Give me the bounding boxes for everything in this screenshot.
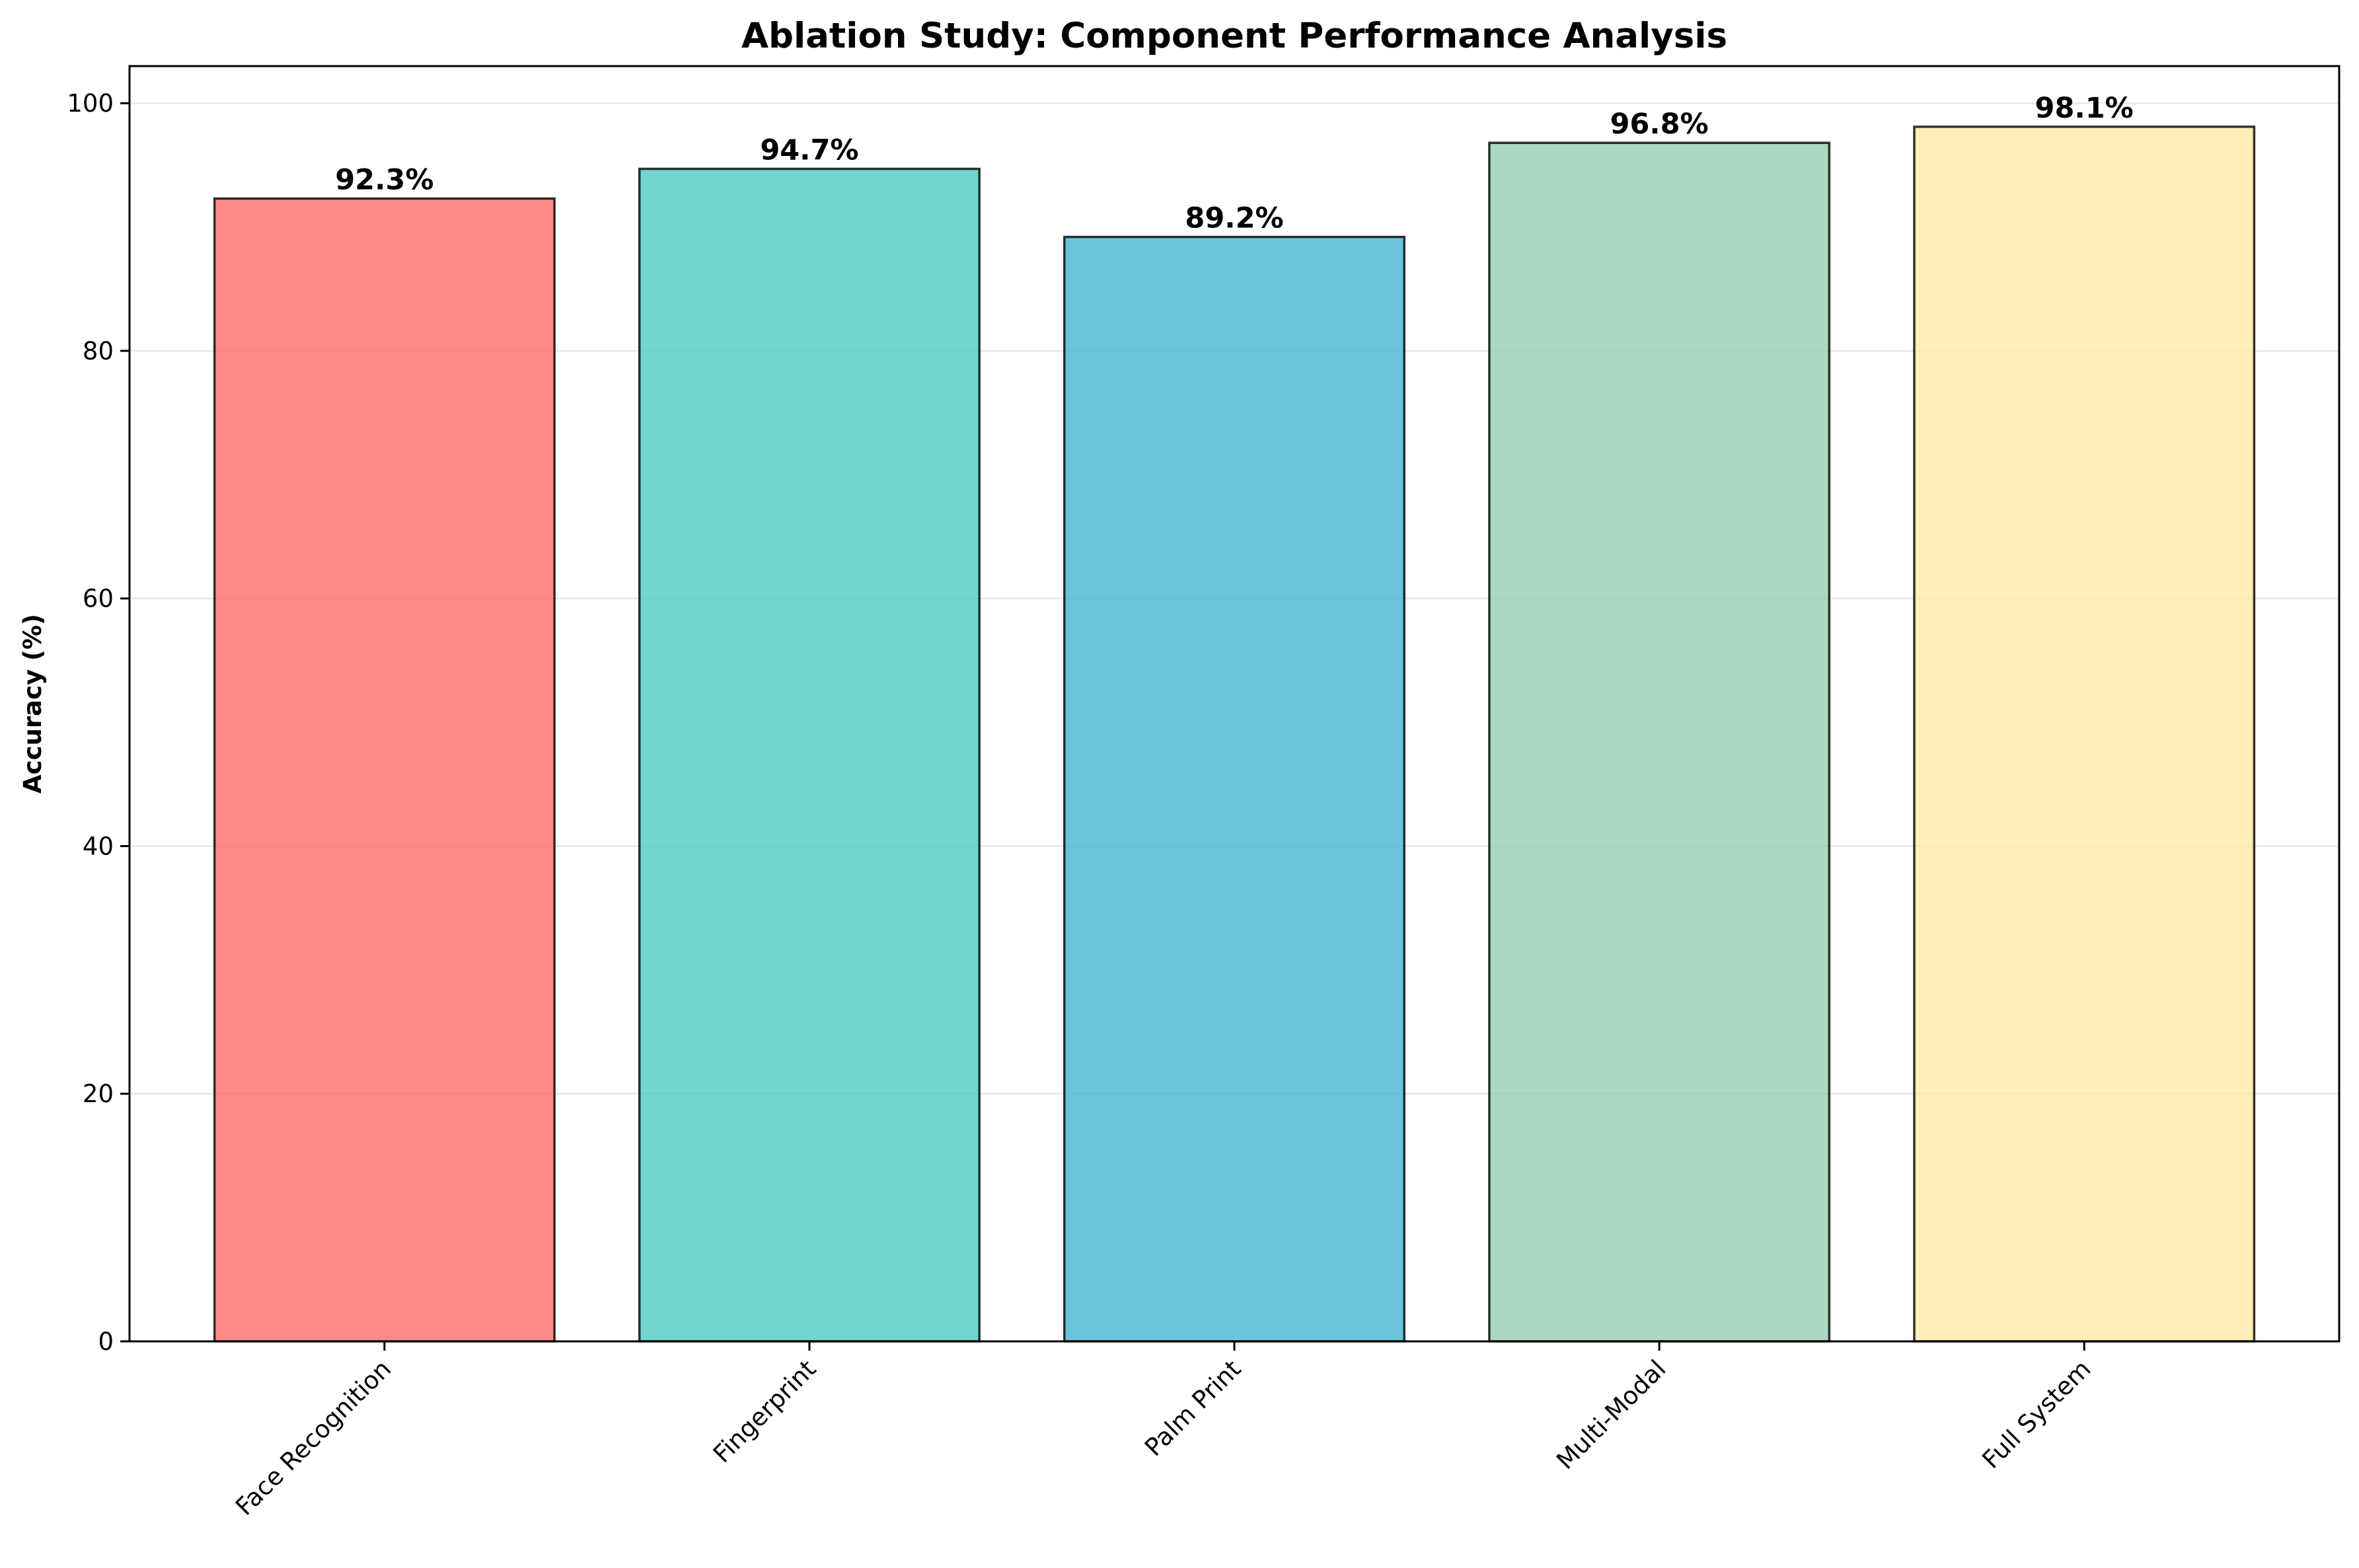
bar <box>638 167 981 1343</box>
data-labels: 92.3% 94.7% 89.2% 96.8% 98.1% <box>335 92 2133 235</box>
bar-value-label: 96.8% <box>1610 108 1708 141</box>
y-tick-label: 80 <box>83 337 114 365</box>
y-tick-label: 60 <box>83 585 114 613</box>
bar <box>1488 141 1831 1343</box>
bar <box>1913 126 2256 1343</box>
y-tick-label: 100 <box>67 89 114 118</box>
y-tick-label: 0 <box>98 1327 114 1356</box>
bar <box>1063 235 1405 1343</box>
bar <box>213 197 556 1343</box>
bar-value-label: 94.7% <box>760 134 858 167</box>
bar-value-label: 98.1% <box>2035 92 2134 125</box>
y-axis-ticks: 0 20 40 60 80 100 <box>67 89 130 1356</box>
bars <box>213 126 2256 1343</box>
bar-value-label: 89.2% <box>1185 202 1283 235</box>
chart-title: Ablation Study: Component Performance An… <box>741 16 1727 56</box>
y-axis-label: Accuracy (%) <box>19 614 47 794</box>
bar-value-label: 92.3% <box>335 163 433 196</box>
y-tick-label: 40 <box>83 832 114 860</box>
y-tick-label: 20 <box>83 1080 114 1108</box>
